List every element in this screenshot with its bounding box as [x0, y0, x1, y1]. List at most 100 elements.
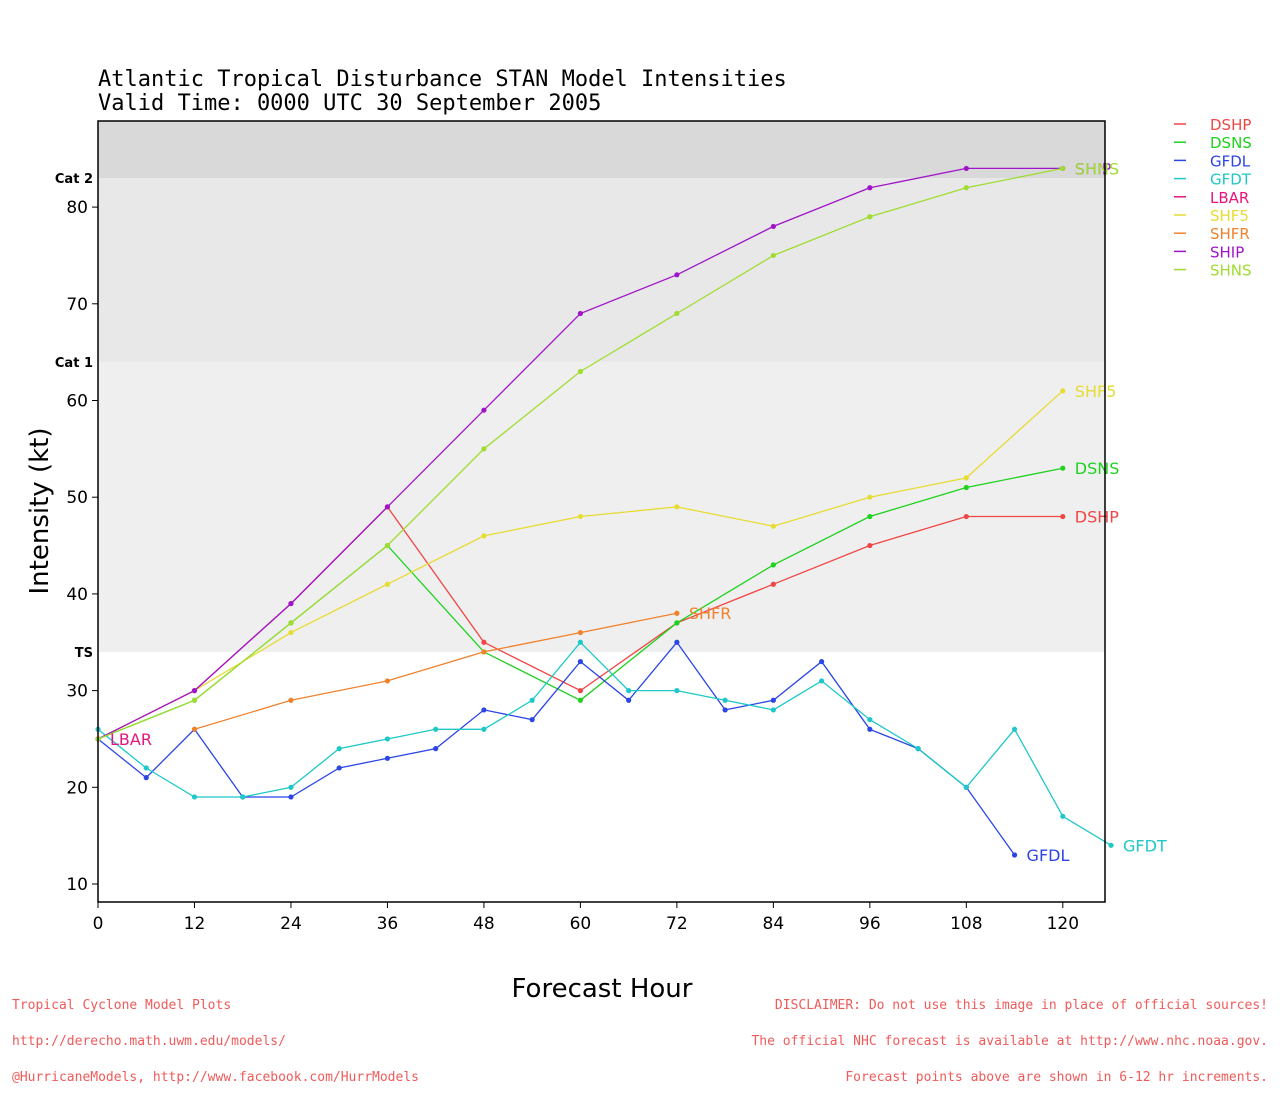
data-point — [626, 697, 632, 703]
footer-credit-line: Tropical Cyclone Model Plots — [12, 998, 232, 1013]
data-point — [963, 484, 969, 491]
data-point — [384, 581, 391, 587]
data-point — [191, 794, 198, 800]
x-tick-label: 12 — [184, 914, 206, 934]
x-tick-label: 60 — [570, 914, 592, 934]
data-point — [963, 784, 969, 790]
footer-disclaimer-line: The official NHC forecast is available a… — [751, 1034, 1268, 1049]
data-point — [674, 688, 680, 694]
y-tick-label: 50 — [66, 488, 88, 508]
data-point — [481, 649, 487, 655]
data-point — [384, 755, 391, 761]
data-point — [481, 446, 487, 452]
x-tick-label: 96 — [859, 914, 881, 934]
data-point — [577, 629, 584, 636]
data-point — [674, 610, 680, 616]
legend-item-shfr: SHFR — [1174, 225, 1250, 243]
data-point — [191, 697, 198, 703]
x-tick-label: 108 — [950, 914, 982, 934]
series-line-shfr — [194, 612, 678, 730]
data-point — [481, 707, 487, 713]
data-point — [963, 475, 969, 481]
data-point — [336, 746, 342, 752]
chart-title-line2: Valid Time: 0000 UTC 30 September 2005 — [98, 91, 601, 116]
end-label-shns: SHNS — [1075, 159, 1119, 178]
series-shf5 — [95, 388, 1066, 742]
data-point — [481, 639, 487, 645]
data-point — [384, 736, 391, 742]
series-lines — [95, 165, 1114, 858]
data-point — [529, 717, 535, 723]
y-tick-label: 70 — [66, 295, 88, 315]
y-tick-label: 80 — [66, 198, 88, 218]
data-point — [867, 494, 873, 500]
legend-item-dsns: DSNS — [1174, 134, 1252, 152]
end-label-shfr: SHFR — [689, 604, 732, 623]
data-point — [770, 562, 776, 568]
legend-label: SHNS — [1210, 262, 1252, 280]
data-point — [674, 272, 680, 278]
data-point — [577, 639, 584, 645]
y-axis: 10 20 30 40 50 60 70 80 — [66, 198, 98, 895]
band-label: TS — [75, 646, 93, 661]
data-point — [336, 765, 342, 771]
data-point — [722, 697, 728, 703]
data-point — [867, 513, 873, 520]
data-point — [288, 794, 294, 800]
data-point — [770, 252, 776, 259]
data-point — [191, 688, 198, 694]
chart-title-line1: Atlantic Tropical Disturbance STAN Model… — [98, 67, 787, 92]
data-point — [770, 523, 776, 529]
data-point — [867, 185, 873, 191]
end-label-dsns: DSNS — [1075, 459, 1120, 478]
data-point — [867, 542, 873, 549]
band-cat-2 — [98, 121, 1105, 179]
data-point — [626, 688, 632, 694]
series-line-gfdt — [97, 641, 1112, 846]
data-point — [1060, 813, 1066, 819]
data-point — [288, 620, 294, 626]
data-point — [577, 310, 584, 317]
data-point — [963, 185, 969, 191]
data-point — [529, 697, 535, 703]
data-point — [770, 581, 776, 587]
x-tick-label: 72 — [666, 914, 688, 934]
series-gfdt — [95, 639, 1114, 848]
x-tick-label: 48 — [473, 914, 495, 934]
legend-item-gfdl: GFDL — [1174, 152, 1251, 170]
data-point — [770, 697, 776, 703]
legend-item-dshp: DSHP — [1174, 116, 1251, 134]
data-point — [384, 542, 391, 549]
legend-item-shf5: SHF5 — [1174, 207, 1249, 225]
y-tick-label: 40 — [66, 585, 88, 605]
series-shfr — [191, 610, 680, 732]
data-point — [288, 697, 294, 703]
y-tick-label: 60 — [66, 392, 88, 412]
footer-disclaimer-line: Forecast points above are shown in 6-12 … — [845, 1070, 1268, 1085]
data-point — [384, 678, 391, 684]
y-axis-label: Intensity (kt) — [25, 428, 55, 595]
x-axis: 0 12 24 36 48 60 72 84 96 108 120 — [93, 902, 1079, 934]
end-label-dshp: DSHP — [1075, 508, 1120, 527]
data-point — [674, 504, 680, 510]
legend-item-lbar: LBAR — [1174, 189, 1249, 207]
data-point — [867, 726, 873, 732]
intensity-category-bands: TS Cat 1 Cat 2 — [55, 121, 1105, 661]
data-point — [722, 707, 728, 713]
data-point — [288, 600, 294, 607]
y-tick-label: 10 — [66, 875, 88, 895]
legend-label: SHIP — [1210, 243, 1244, 261]
data-point — [143, 775, 149, 781]
data-point — [143, 765, 149, 771]
x-axis-label: Forecast Hour — [512, 974, 693, 1004]
data-point — [1011, 726, 1018, 732]
x-tick-label: 0 — [93, 914, 104, 934]
legend-label: LBAR — [1210, 189, 1249, 207]
data-point — [433, 746, 439, 752]
band-label: Cat 1 — [55, 356, 93, 371]
data-point — [819, 678, 825, 684]
data-point — [867, 717, 873, 723]
band-label: Cat 2 — [55, 172, 93, 187]
